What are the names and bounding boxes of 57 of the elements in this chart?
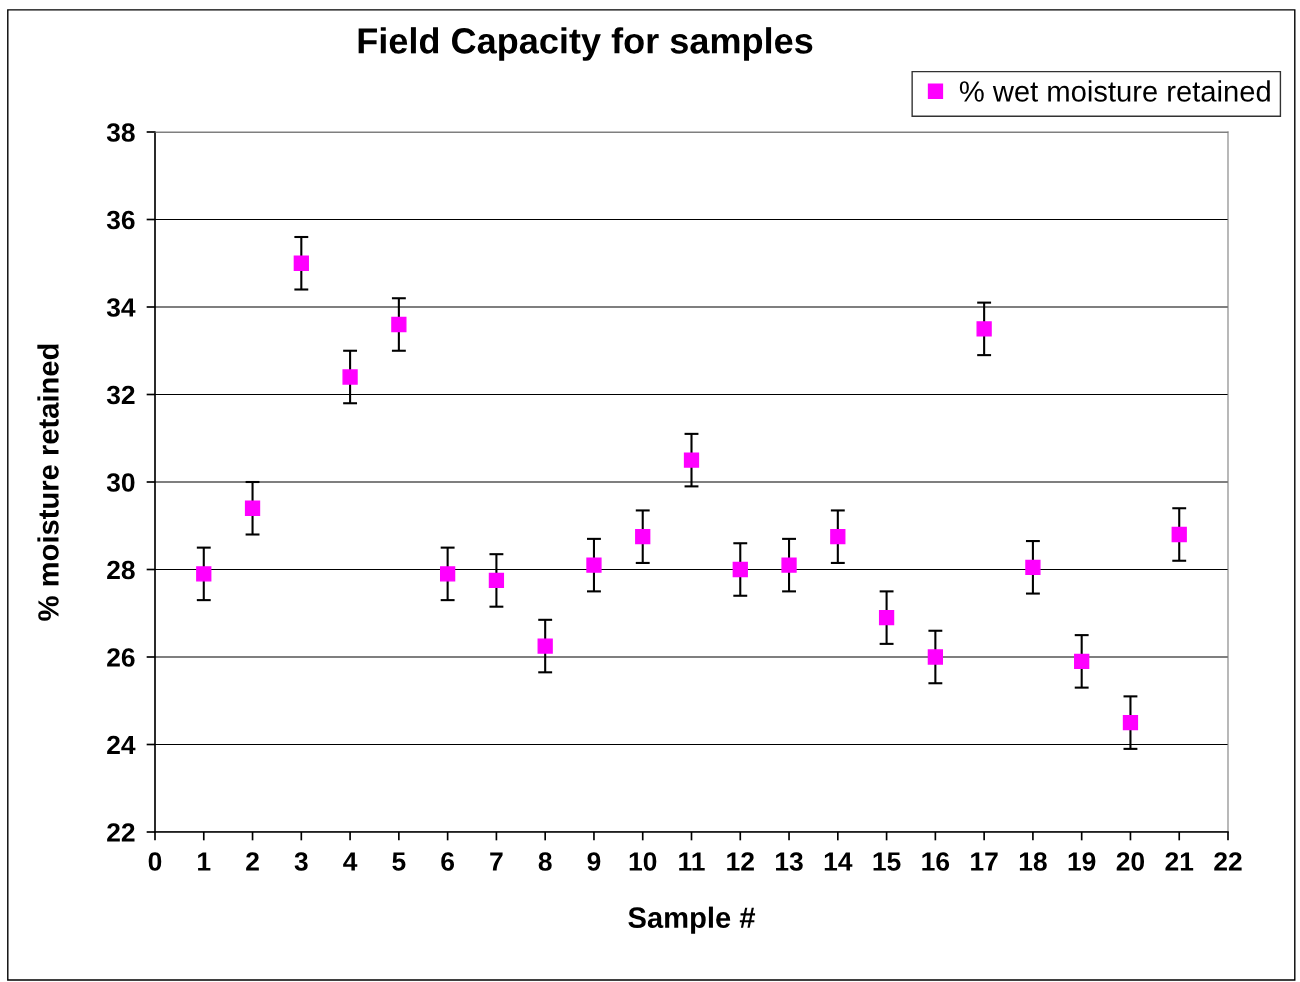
point (927, 649, 944, 665)
x-tick-label: 17 (971, 852, 998, 871)
y-tick-label: 32 (106, 385, 135, 405)
point (732, 561, 748, 578)
x-axis-title: Sample # (628, 906, 756, 934)
point (342, 369, 358, 385)
y-tick-label: 30 (106, 473, 135, 492)
x-tick-label: 14 (824, 852, 853, 871)
point (830, 529, 846, 545)
point (439, 566, 456, 582)
x-tick-label: 19 (1068, 852, 1096, 871)
x-tick-label: 12 (727, 852, 754, 871)
point (488, 572, 505, 589)
x-tick-label: 9 (587, 852, 601, 871)
y-tick-label: 34 (106, 298, 136, 317)
x-tick-label: 1 (198, 852, 211, 871)
point (196, 566, 212, 582)
x-tick-label: 18 (1019, 852, 1047, 871)
x-tick-label: 6 (441, 852, 455, 871)
x-tick-label: 8 (538, 852, 552, 871)
x-tick-label: 7 (490, 852, 503, 871)
y-tick-label: 22 (107, 823, 135, 842)
y-tick-label: 38 (106, 123, 135, 142)
legend-label: % wet moisture retained (959, 80, 1270, 102)
x-tick-label: 22 (1214, 852, 1242, 871)
x-tick-label: 20 (1116, 852, 1145, 871)
point (635, 529, 651, 545)
x-tick-label: 15 (873, 852, 901, 871)
x-tick-label: 10 (629, 852, 657, 871)
x-tick-label: 3 (294, 852, 308, 871)
point (293, 255, 309, 271)
chart-title: Field Capacity for samples (358, 27, 813, 61)
point (781, 557, 797, 573)
x-tick-label: 2 (246, 852, 259, 871)
point (537, 638, 553, 654)
point (878, 609, 895, 626)
x-tick-label: 5 (392, 852, 406, 871)
point (1025, 559, 1041, 575)
x-tick-label: 13 (776, 852, 803, 871)
x-tick-label: 0 (148, 852, 162, 871)
point (1171, 526, 1187, 543)
point (1122, 714, 1139, 731)
x-tick-label: 4 (343, 852, 358, 871)
y-tick-label: 28 (107, 560, 135, 580)
x-tick-label: 16 (922, 852, 950, 871)
y-tick-label: 36 (106, 210, 135, 230)
point (976, 321, 992, 337)
point (391, 316, 407, 333)
point (586, 557, 602, 573)
point (1074, 653, 1090, 670)
y-axis-title: % moisture retained (37, 344, 59, 621)
x-tick-label: 21 (1165, 852, 1194, 871)
x-tick-label: 11 (679, 852, 705, 871)
y-tick-label: 26 (107, 648, 135, 667)
point (683, 452, 700, 468)
y-tick-label: 24 (107, 735, 136, 755)
point (244, 500, 261, 516)
